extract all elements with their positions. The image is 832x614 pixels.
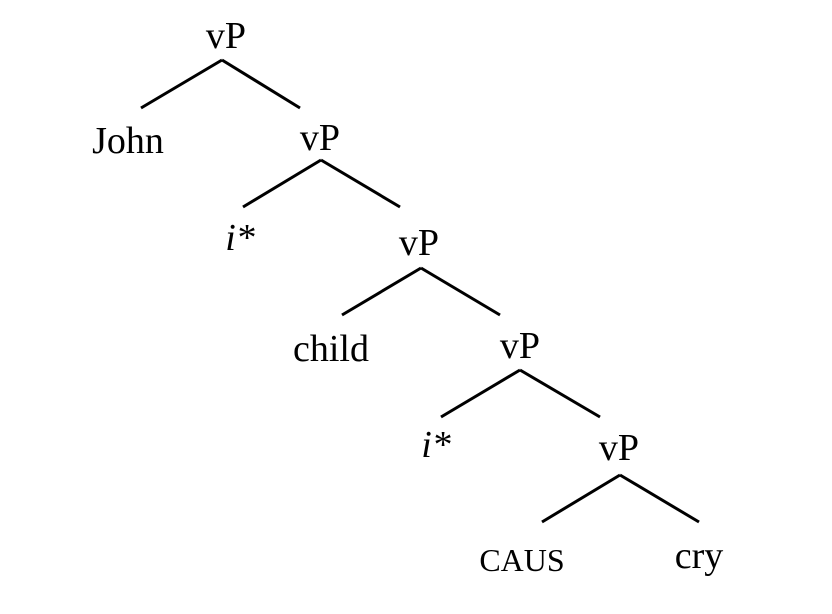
edge-vp3-child xyxy=(341,266,422,317)
edge-vp4-vp5 xyxy=(519,368,601,419)
tree-labels: vP John vP i* vP child vP i* vP CAUS cry xyxy=(92,15,723,578)
edge-vp2-i1 xyxy=(242,158,322,209)
edge-vp3-vp4 xyxy=(420,266,501,317)
edge-vp1-vp2 xyxy=(221,58,301,110)
node-label-vp-4: vP xyxy=(500,325,540,367)
edge-vp1-john xyxy=(140,58,223,110)
edge-vp2-vp3 xyxy=(320,158,401,209)
edge-vp4-i2 xyxy=(440,368,521,419)
node-label-child: child xyxy=(293,328,369,370)
node-label-i-star-1: i* xyxy=(225,217,255,259)
node-label-cry: cry xyxy=(675,535,724,577)
node-label-vp-5: vP xyxy=(599,427,639,469)
node-label-caus: CAUS xyxy=(479,542,564,578)
node-label-john: John xyxy=(92,120,164,162)
edge-vp5-cry xyxy=(619,473,700,524)
edge-vp5-caus xyxy=(541,473,621,524)
node-label-vp-3: vP xyxy=(399,222,439,264)
node-label-i-star-2: i* xyxy=(421,424,451,466)
node-label-vp-2: vP xyxy=(300,117,340,159)
tree-edges xyxy=(140,58,700,524)
node-label-vp-1: vP xyxy=(206,15,246,57)
